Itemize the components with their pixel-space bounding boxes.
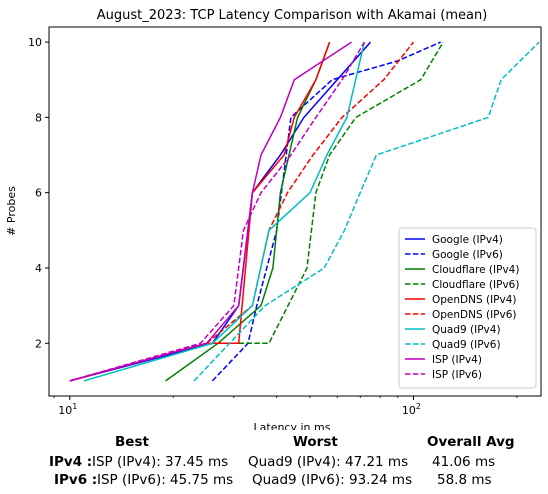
- legend-label: ISP (IPv4): [432, 354, 482, 366]
- ipv4-worst-value: Quad9 (IPv4): 47.21 ms: [248, 454, 409, 470]
- series-line-5: [69, 41, 331, 382]
- plot-frame: [48, 26, 542, 397]
- legend-label: Cloudflare (IPv4): [432, 264, 519, 276]
- legend-label: Google (IPv6): [432, 249, 503, 261]
- legend: Google (IPv4) Google (IPv6) Cloudflare (IP…: [398, 227, 537, 389]
- series-line-8: [193, 41, 540, 382]
- ipv4-best-value: ISP (IPv4): 37.45 ms: [92, 454, 229, 470]
- ipv6-best-value: ISP (IPv6): 45.75 ms: [97, 472, 234, 488]
- series-line-2: [211, 41, 442, 382]
- y-tick-label: 2: [35, 337, 42, 350]
- y-axis-label: # Probes: [5, 186, 18, 236]
- series-line-6: [69, 41, 415, 382]
- series-line-10: [69, 41, 366, 382]
- series-line-1: [69, 41, 372, 382]
- legend-label: Cloudflare (IPv6): [432, 279, 519, 291]
- chart-title: August_2023: TCP Latency Comparison with…: [97, 8, 488, 23]
- x-axis-label: Latency in ms: [254, 421, 331, 430]
- y-tick-label: 8: [35, 111, 42, 124]
- series-line-7: [83, 41, 366, 382]
- x-tick-label: 101: [58, 402, 77, 417]
- legend-label: Google (IPv4): [432, 234, 503, 246]
- ipv4-row-label: IPv4 :: [49, 454, 93, 470]
- legend-label: Quad9 (IPv4): [432, 324, 501, 336]
- summary-stats: Best Worst Overall Avg IPv4 : ISP (IPv4)…: [0, 430, 548, 494]
- ticks-layer: 2 4 6 8 10 101 102: [28, 36, 518, 417]
- ipv6-row-label: IPv6 :: [54, 472, 98, 488]
- legend-label: ISP (IPv6): [432, 369, 482, 381]
- best-header: Best: [115, 434, 149, 450]
- legend-box: [398, 227, 537, 389]
- series-layer: [69, 41, 540, 382]
- latency-chart: August_2023: TCP Latency Comparison with…: [5, 8, 542, 430]
- y-tick-label: 10: [28, 36, 42, 49]
- ipv6-avg-value: 58.8 ms: [437, 472, 492, 488]
- series-line-4: [69, 41, 444, 382]
- y-tick-label: 6: [35, 187, 42, 200]
- legend-label: Quad9 (IPv6): [432, 339, 501, 351]
- x-tick-label: 102: [402, 402, 421, 417]
- worst-header: Worst: [293, 434, 338, 450]
- overall-avg-header: Overall Avg: [427, 434, 515, 450]
- series-line-9: [69, 41, 352, 382]
- legend-label: OpenDNS (IPv4): [432, 294, 517, 306]
- legend-label: OpenDNS (IPv6): [432, 309, 517, 321]
- ipv6-worst-value: Quad9 (IPv6): 93.24 ms: [252, 472, 413, 488]
- y-tick-label: 4: [35, 262, 42, 275]
- series-line-3: [165, 41, 331, 382]
- ipv4-avg-value: 41.06 ms: [432, 454, 496, 470]
